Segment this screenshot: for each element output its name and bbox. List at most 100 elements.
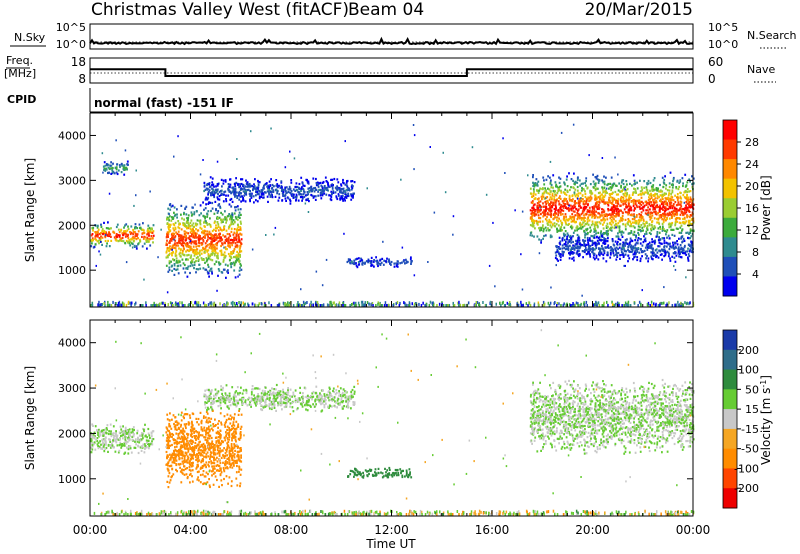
echo-cell — [121, 164, 123, 167]
echo-cell — [130, 303, 132, 307]
echo-cell — [573, 220, 576, 223]
echo-cell — [661, 229, 664, 232]
echo-cell — [538, 238, 540, 241]
echo-cell — [214, 248, 217, 252]
echo-cell — [568, 235, 571, 238]
echo-cell — [654, 201, 657, 204]
echo-cell — [574, 180, 577, 183]
echo-cell — [197, 255, 199, 259]
echo-cell — [494, 285, 496, 288]
echo-cell — [273, 233, 275, 236]
echo-cell — [302, 187, 304, 190]
echo-cell — [587, 196, 590, 199]
echo-cell — [646, 248, 649, 251]
echo-cell — [197, 268, 200, 271]
echo-cell — [216, 242, 219, 245]
echo-cell — [124, 235, 127, 238]
echo-cell — [227, 236, 230, 239]
echo-cell — [254, 303, 256, 307]
echo-cell — [258, 197, 261, 200]
echo-cell — [570, 220, 573, 223]
echo-cell — [174, 252, 177, 255]
echo-cell — [564, 248, 567, 251]
echo-cell — [594, 176, 597, 179]
echo-cell — [669, 245, 672, 248]
echo-cell — [669, 212, 672, 215]
echo-cell — [630, 214, 633, 217]
echo-cell — [647, 198, 650, 202]
echo-cell — [627, 213, 630, 216]
echo-cell — [627, 246, 630, 249]
echo-cell — [338, 187, 341, 190]
echo-cell — [634, 189, 637, 192]
frequency-panel: Freq. [MHz] 18 8 60 0 Nave — [4, 54, 776, 86]
echo-cell — [620, 184, 622, 187]
echo-cell — [650, 201, 653, 204]
echo-cell — [595, 247, 598, 250]
echo-cell — [174, 235, 177, 238]
echo-cell — [240, 178, 242, 181]
echo-cell — [602, 208, 605, 211]
echo-cell — [239, 253, 241, 256]
echo-cell — [261, 302, 263, 306]
echo-cell — [673, 214, 676, 217]
echo-cell — [529, 209, 532, 212]
echo-cell — [386, 304, 389, 307]
echo-cell — [632, 200, 635, 203]
echo-cell — [216, 184, 219, 187]
echo-cell — [587, 243, 590, 246]
echo-cell — [231, 213, 234, 216]
echo-cell — [205, 203, 207, 206]
echo-cell — [587, 223, 590, 226]
echo-cell — [234, 192, 236, 195]
echo-cell — [121, 232, 124, 235]
echo-cell — [238, 239, 241, 242]
echo-cell — [539, 226, 542, 229]
echo-cell — [260, 189, 263, 192]
echo-cell — [618, 226, 621, 229]
echo-cell — [457, 301, 459, 305]
echo-cell — [683, 191, 686, 194]
echo-cell — [204, 261, 206, 264]
echo-cell — [629, 240, 632, 243]
echo-cell — [221, 213, 224, 216]
echo-cell — [679, 179, 681, 182]
echo-cell — [222, 304, 224, 307]
echo-cell — [212, 243, 215, 247]
echo-cell — [640, 196, 643, 199]
echo-cell — [619, 198, 622, 201]
echo-cell — [180, 242, 183, 246]
echo-cell — [135, 226, 137, 229]
echo-cell — [203, 208, 205, 211]
echo-cell — [594, 248, 596, 251]
echo-cell — [217, 240, 220, 243]
echo-cell — [340, 189, 342, 192]
echo-cell — [133, 204, 135, 207]
echo-cell — [212, 246, 215, 249]
echo-cell — [227, 194, 230, 197]
echo-cell — [683, 218, 686, 221]
echo-cell — [370, 256, 373, 259]
echo-cell — [271, 194, 273, 197]
echo-cell — [206, 250, 209, 253]
echo-cell — [190, 301, 193, 305]
echo-cell — [318, 188, 320, 191]
echo-cell — [622, 231, 625, 234]
echo-cell — [587, 232, 589, 235]
echo-cell — [647, 243, 650, 246]
echo-cell — [326, 186, 329, 189]
echo-cell — [215, 229, 217, 232]
echo-cell — [675, 210, 678, 213]
echo-cell — [538, 216, 540, 220]
echo-cell — [678, 181, 681, 184]
echo-cell — [554, 190, 557, 193]
echo-cell — [679, 207, 682, 210]
echo-cell — [529, 234, 531, 237]
echo-cell — [208, 223, 211, 226]
echo-cell — [303, 302, 305, 306]
echo-cell — [224, 248, 227, 251]
echo-cell — [384, 301, 387, 305]
echo-cell — [532, 184, 535, 187]
echo-cell — [168, 213, 170, 216]
echo-cell — [246, 183, 249, 186]
